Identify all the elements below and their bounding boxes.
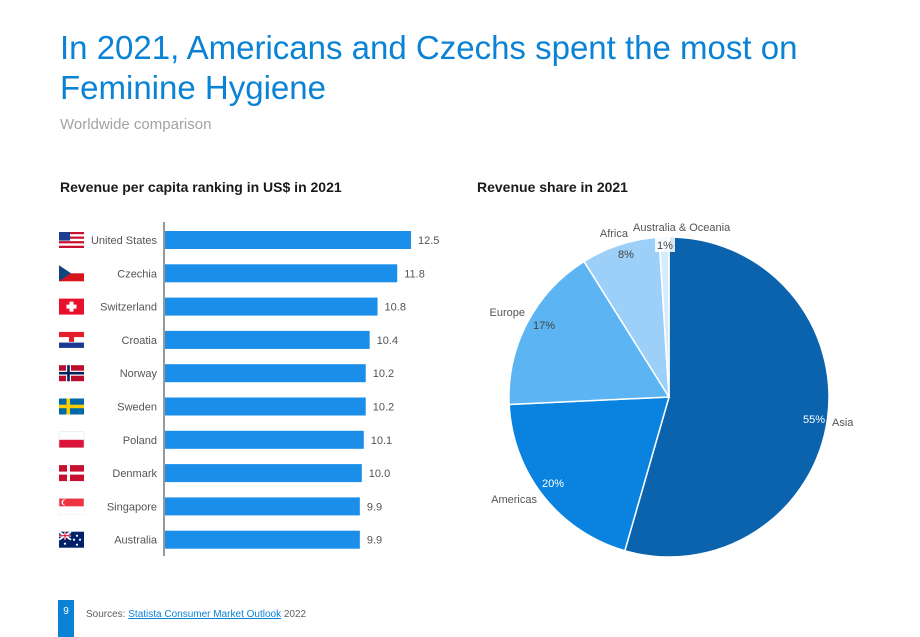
pie-slice (508, 260, 671, 406)
bar-row: Norway 10.2 (59, 364, 394, 383)
bar-category-label: United States (91, 235, 158, 247)
no-flag-icon (59, 365, 84, 382)
bar (165, 397, 366, 416)
pl-flag-icon (58, 431, 85, 449)
bar-row: Switzerland 10.8 (59, 297, 406, 316)
bar-value-label: 10.2 (373, 368, 394, 380)
pie-slice-group: 20% Americas (491, 396, 671, 552)
bar-category-label: Australia (114, 535, 158, 547)
page-subtitle: Worldwide comparison (60, 116, 212, 133)
hr-flag-icon (59, 331, 84, 348)
bar-value-label: 10.0 (369, 468, 390, 480)
pie-chart-title: Revenue share in 2021 (477, 179, 628, 195)
bar-category-label: Norway (120, 368, 158, 380)
bar-chart: United States 12.5 Czechia 11.8 Switzerland 1… (58, 222, 439, 556)
page-title: In 2021, Americans and Czechs spent the … (60, 29, 798, 106)
sources-year: 2022 (283, 609, 307, 620)
dk-flag-icon (59, 465, 84, 482)
bar (165, 297, 378, 316)
sources-label: Sources: (86, 609, 126, 620)
pie-slice-group: 1% Australia & Oceania (633, 222, 731, 398)
bar (165, 464, 362, 483)
bar-row: Denmark 10.0 (59, 464, 390, 483)
bar-chart-title: Revenue per capita ranking in US$ in 202… (60, 179, 342, 195)
bar-row: Czechia 11.8 (59, 264, 425, 283)
bar-category-label: Czechia (117, 268, 158, 280)
pie-value-label: 8% (618, 249, 634, 261)
bar (165, 530, 360, 549)
bar-category-label: Croatia (122, 335, 158, 347)
pie-slice-group: 55% Asia (623, 236, 854, 558)
bar-row: Poland 10.1 (58, 430, 392, 449)
pie-slice (623, 236, 830, 558)
pie-chart: 55% Asia 20% Americas 17% Europe 8% Africa 1% Aus… (490, 222, 854, 558)
pie-slice (508, 396, 671, 552)
bar (165, 430, 364, 449)
bar (165, 231, 411, 249)
pie-value-label: 1% (657, 240, 673, 252)
bar-category-label: Singapore (107, 501, 157, 513)
sg-flag-icon (58, 498, 85, 515)
bar-row: Sweden 10.2 (59, 397, 394, 416)
bar (165, 364, 366, 383)
bar-value-label: 12.5 (418, 235, 439, 247)
cz-flag-icon (59, 265, 84, 282)
bar-row: United States 12.5 (59, 231, 439, 249)
us-flag-icon (59, 232, 84, 248)
pie-slice-group: 17% Europe (490, 260, 671, 406)
bar-row: Singapore 9.9 (58, 497, 382, 516)
pie-value-label: 17% (533, 320, 555, 332)
bar-category-label: Switzerland (100, 302, 157, 314)
sources-note: Sources: Statista Consumer Market Outloo… (86, 609, 306, 620)
pie-category-label: Asia (832, 417, 854, 429)
pie-category-label: Europe (490, 307, 525, 319)
ch-flag-icon (59, 298, 84, 315)
se-flag-icon (59, 398, 84, 415)
bar-value-label: 10.4 (377, 335, 398, 347)
bar (165, 497, 360, 516)
pie-value-label: 20% (542, 478, 564, 490)
pie-category-label: Australia & Oceania (633, 222, 731, 234)
bar-value-label: 9.9 (367, 535, 382, 547)
sources-link[interactable]: Statista Consumer Market Outlook (128, 609, 282, 620)
bar-category-label: Denmark (112, 468, 157, 480)
pie-slice (658, 236, 670, 398)
bar-value-label: 10.8 (385, 302, 406, 314)
bar (165, 330, 370, 349)
bar-category-label: Sweden (117, 402, 157, 414)
bar (165, 264, 398, 283)
pie-category-label: Africa (600, 228, 629, 240)
bar-row: Croatia 10.4 (59, 330, 398, 349)
bar-value-label: 10.2 (373, 402, 394, 414)
pie-category-label: Americas (491, 494, 537, 506)
au-flag-icon (58, 530, 84, 548)
page-number: 9 (58, 600, 74, 637)
bar-value-label: 9.9 (367, 501, 382, 513)
bar-row: Australia 9.9 (58, 530, 382, 549)
bar-value-label: 11.8 (404, 268, 425, 280)
bar-category-label: Poland (123, 435, 157, 447)
pie-value-label: 55% (803, 414, 825, 426)
pie-slice-group: 8% Africa (582, 228, 670, 398)
bar-value-label: 10.1 (371, 435, 392, 447)
